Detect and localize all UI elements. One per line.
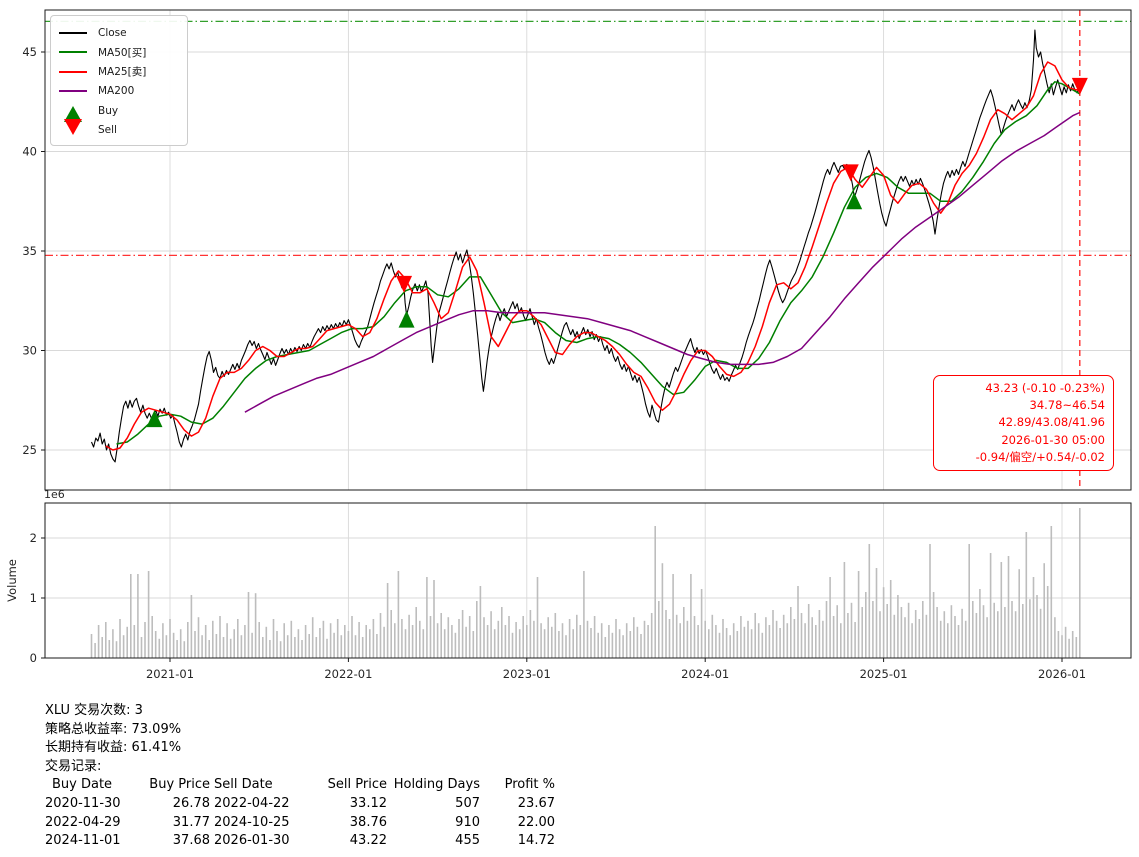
trade-cell: 507 [455,795,480,811]
x-tick-label: 2023-01 [503,667,551,681]
legend-label: Close [98,26,127,39]
volume-tick-label: 2 [30,531,37,545]
legend-item: Sell [59,119,179,141]
trade-cell: 910 [455,814,480,830]
trade-cell: 38.76 [349,814,387,830]
legend-item: MA25[卖] [59,62,179,82]
trade-cell: 33.12 [349,795,387,811]
volume-tick-label: 1 [30,591,37,605]
trade-cell: 31.77 [172,814,210,830]
trade-cell: 2024-11-01 [45,833,121,849]
trade-col-header: Profit % [504,777,555,793]
price-tick-label: 35 [22,244,37,258]
trade-col-header: Holding Days [393,777,480,793]
sell-marker [396,275,413,293]
trade-cell: 2020-11-30 [45,795,121,811]
trade-cell: 26.78 [172,795,210,811]
sell-marker [842,164,859,182]
trade-cell: 2026-01-30 [214,833,290,849]
price-tick-label: 30 [22,344,37,358]
buy-triangle-icon [64,105,82,122]
buy-marker [398,310,415,328]
legend-item: Close [59,23,179,43]
price-tick-label: 40 [22,145,37,159]
trade-col-header: Buy Date [52,777,113,793]
x-tick-label: 2021-01 [146,667,194,681]
legend-item: MA50[买] [59,43,179,63]
stats-trade-count: XLU 交易次数: 3 [45,703,143,718]
ma25-line [105,61,1080,451]
annotation-line: 34.78~46.54 [1029,398,1105,413]
trade-cell: 37.68 [172,833,210,849]
legend: Close MA50[买] MA25[卖] MA200 Buy Sell [50,15,188,146]
ma200-swatch [59,90,87,93]
x-tick-label: 2026-01 [1038,667,1086,681]
buy-marker [146,410,163,428]
legend-item: MA200 [59,82,179,102]
buy-marker [846,192,863,210]
legend-item: Buy [59,101,179,122]
sell-marker [1071,77,1088,95]
trade-cell: 14.72 [517,833,555,849]
trade-cell: 2022-04-29 [45,814,121,830]
price-tick-label: 25 [22,443,37,457]
price-annotation-box: 43.23 (-0.10 -0.23%) 34.78~46.54 42.89/43.… [933,375,1114,472]
legend-label: MA200 [98,85,135,98]
x-tick-label: 2025-01 [860,667,908,681]
ma200-line [244,111,1081,413]
strategy-stats: XLU 交易次数: 3 策略总收益率: 73.09% 长期持有收益: 61.41… [45,702,555,851]
price-tick-label: 45 [22,45,37,59]
legend-label: MA50[买] [98,46,147,59]
stats-buyhold-return: 长期持有收益: 61.41% [45,740,182,756]
legend-label: Sell [98,124,117,137]
close-swatch [59,31,87,34]
annotation-line: -0.94/偏空/+0.54/-0.02 [975,449,1105,464]
x-tick-label: 2024-01 [681,667,729,681]
volume-tick-label: 0 [30,651,37,665]
legend-label: MA25[卖] [98,66,147,79]
volume-axes-border [44,502,1132,659]
trade-cell: 43.22 [349,833,387,849]
trade-col-header: Sell Date [214,777,273,793]
stats-trade-records-title: 交易记录: [45,758,102,774]
trade-cell: 2022-04-22 [214,795,290,811]
stats-strategy-return: 策略总收益率: 73.09% [45,721,182,737]
trade-cell: 23.67 [517,795,555,811]
ma25--swatch [59,70,87,73]
annotation-line: 43.23 (-0.10 -0.23%) [985,381,1105,395]
trade-col-header: Buy Price [149,777,210,793]
sell-triangle-icon [64,119,82,136]
volume-exponent-label: 1e6 [44,488,65,501]
trade-cell: 22.00 [517,814,555,830]
annotation-line: 42.89/43.08/41.96 [998,415,1105,430]
close-line [90,29,1081,463]
x-tick-label: 2022-01 [324,667,372,681]
trade-col-header: Sell Price [327,777,387,793]
volume-axis-label: Volume [5,559,19,602]
ma50--swatch [59,51,87,54]
annotation-line: 2026-01-30 05:00 [1001,432,1105,447]
legend-label: Buy [98,104,119,117]
trade-cell: 455 [455,833,480,849]
price-axes-border [44,9,1132,491]
trade-cell: 2024-10-25 [214,814,290,830]
trade-records-table: Buy Date Buy Price Sell Date Sell Price Hold… [45,776,555,850]
